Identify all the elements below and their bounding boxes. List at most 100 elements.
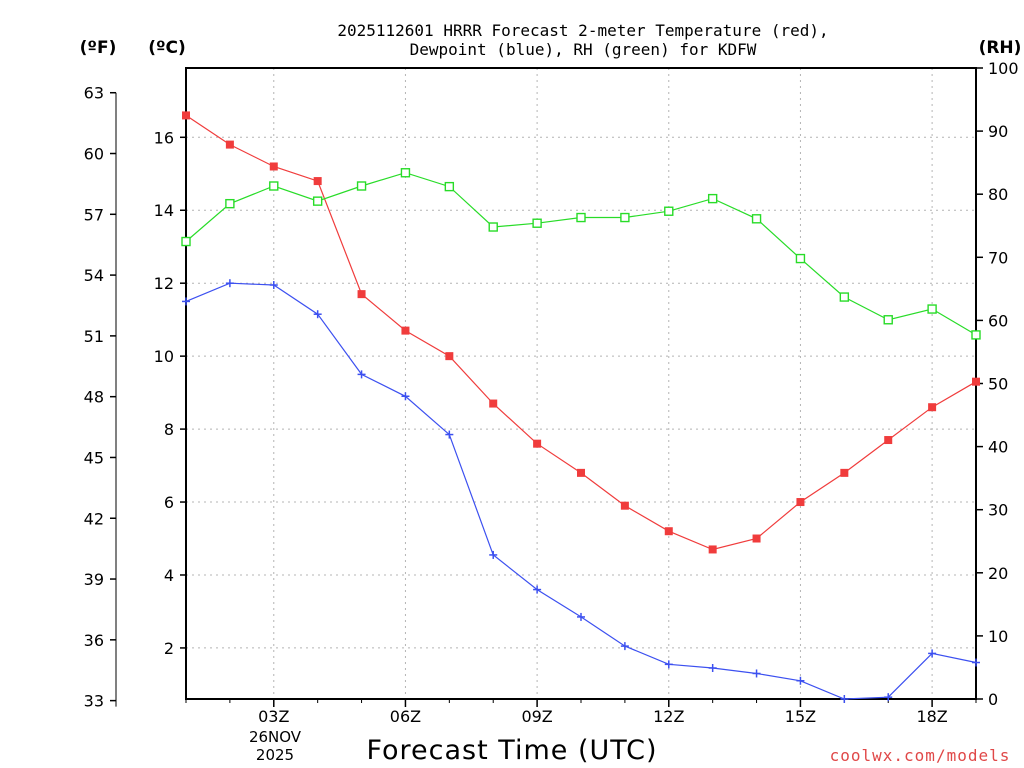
celsius-tick-label: 2 (164, 639, 174, 658)
rh-point (488, 222, 498, 232)
fahrenheit-tick-label: 36 (84, 631, 104, 650)
fahrenheit-tick-label: 60 (84, 145, 104, 164)
rh-point (839, 292, 850, 302)
rh-point (269, 181, 279, 191)
x-tick-label-15z: 15Z (785, 707, 816, 726)
rh-tick-label: 70 (988, 248, 1008, 267)
date-year-label: 2025 (256, 746, 294, 764)
rh-point (707, 193, 718, 204)
dewpoint-point (664, 660, 673, 669)
temperature-point (972, 377, 980, 386)
dewpoint-point (357, 370, 366, 379)
rh-point (576, 212, 586, 223)
rh-point (532, 218, 542, 228)
rh-point (356, 181, 367, 191)
rh-point (795, 253, 806, 264)
rh-tick-label: 0 (988, 690, 998, 709)
rh-tick-label: 40 (988, 438, 1008, 457)
dewpoint-point (840, 695, 849, 703)
rh-point (751, 214, 762, 224)
dewpoint-point (796, 676, 805, 685)
rh-tick-label: 20 (988, 564, 1008, 583)
rh-point (444, 181, 455, 192)
rh-unit-label: (RH) (979, 38, 1022, 58)
dewpoint-point (401, 392, 410, 401)
rh-point (927, 304, 937, 314)
rh-point (971, 330, 981, 340)
series-layer (181, 111, 981, 703)
fahrenheit-tick-label: 45 (84, 448, 104, 467)
temperature-point (357, 290, 366, 299)
dewpoint-point (620, 642, 629, 651)
dewpoint-point (533, 585, 542, 594)
fahrenheit-unit-label: (ºF) (80, 38, 117, 58)
rh-tick-label: 30 (988, 501, 1008, 520)
temperature-point (533, 439, 542, 448)
dewpoint-point (225, 279, 234, 288)
dewpoint-point (884, 693, 893, 702)
x-tick-label-12z: 12Z (653, 707, 684, 726)
celsius-tick-label: 16 (154, 128, 174, 147)
tick-labels: 03Z 06Z 09Z 12Z 15Z 18Z 2 4 6 8 10 12 14 16 33 36 39 42 45… (84, 59, 1019, 726)
dewpoint-line (185, 282, 977, 700)
temperature-point (577, 468, 585, 477)
celsius-tick-label: 10 (154, 347, 174, 366)
dewpoint-point (708, 663, 717, 672)
dewpoint-point (269, 281, 278, 290)
dewpoint-point (313, 310, 322, 319)
rh-point (181, 236, 191, 247)
rh-tick-label: 60 (988, 311, 1008, 330)
dewpoint-point (752, 669, 761, 678)
fahrenheit-tick-label: 54 (84, 266, 104, 285)
dewpoint-point (182, 297, 190, 306)
date-day-label: 26NOV (249, 728, 302, 746)
rh-tick-label: 80 (988, 185, 1008, 204)
rh-tick-label: 90 (988, 122, 1008, 141)
temperature-point (752, 534, 761, 543)
temperature-point (445, 352, 454, 361)
temperature-point (182, 111, 190, 120)
x-tick-label-03z: 03Z (258, 707, 289, 726)
fahrenheit-tick-label: 48 (84, 388, 104, 407)
temperature-point (313, 177, 322, 186)
temperature-point (796, 498, 805, 507)
celsius-tick-label: 8 (164, 420, 174, 439)
fahrenheit-tick-label: 39 (84, 570, 104, 589)
celsius-unit-label: (ºC) (148, 38, 186, 58)
fahrenheit-tick-label: 57 (84, 205, 104, 224)
x-tick-label-06z: 06Z (390, 707, 421, 726)
chart-title-line1: 2025112601 HRRR Forecast 2-meter Tempera… (337, 21, 828, 40)
rh-tick-label: 100 (988, 59, 1019, 78)
fahrenheit-tick-label: 33 (84, 692, 104, 711)
rh-point (225, 198, 235, 209)
dewpoint-point (928, 649, 937, 658)
dewpoint-point (445, 430, 454, 439)
rh-point (620, 212, 630, 223)
temperature-point (708, 545, 717, 554)
rh-tick-label: 50 (988, 375, 1008, 394)
grid-lines (186, 68, 976, 699)
x-tick-label-18z: 18Z (916, 707, 947, 726)
rh-point (400, 168, 411, 178)
x-tick-label-09z: 09Z (521, 707, 552, 726)
plot-frame (185, 67, 977, 700)
temperature-point (620, 501, 629, 510)
celsius-tick-label: 6 (164, 493, 174, 512)
fahrenheit-tick-label: 63 (84, 84, 104, 103)
temperature-line (185, 114, 977, 551)
temperature-point (489, 399, 498, 408)
temperature-point (664, 527, 673, 536)
celsius-tick-label: 4 (164, 566, 174, 585)
rh-point (312, 196, 323, 206)
rh-line (185, 172, 977, 336)
fahrenheit-tick-label: 42 (84, 509, 104, 528)
rh-tick-label: 10 (988, 627, 1008, 646)
dewpoint-point (489, 550, 498, 559)
temperature-point (884, 436, 893, 445)
dewpoint-point (577, 612, 585, 621)
axes (110, 67, 983, 707)
temperature-point (840, 468, 849, 477)
x-axis-label: Forecast Time (UTC) (366, 735, 657, 766)
celsius-tick-label: 14 (154, 201, 174, 220)
